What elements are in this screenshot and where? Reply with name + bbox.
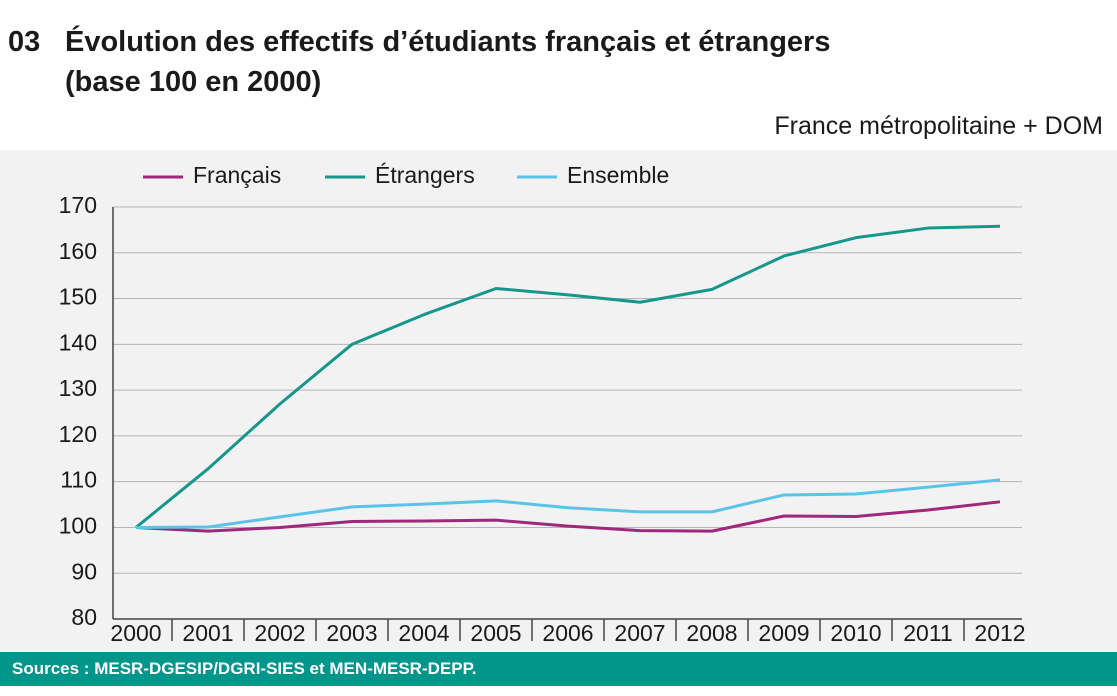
x-tick-label: 2002 — [254, 620, 305, 646]
y-tick-label: 80 — [71, 604, 97, 630]
y-tick-label: 120 — [59, 421, 97, 447]
x-tick-label: 2008 — [686, 620, 737, 646]
y-tick-label: 150 — [59, 284, 97, 310]
y-tick-label: 170 — [59, 192, 97, 218]
footer: Sources : MESR-DGESIP/DGRI-SIES et MEN-M… — [0, 652, 1117, 686]
x-tick-label: 2010 — [830, 620, 881, 646]
x-tick-label: 2011 — [903, 620, 952, 646]
x-tick-label: 2012 — [974, 620, 1025, 646]
x-tick-label: 2004 — [398, 620, 449, 646]
x-tick-label: 2003 — [326, 620, 377, 646]
chart-title: Évolution des effectifs d’étudiants fran… — [65, 26, 831, 58]
chart-number: 03 — [8, 26, 41, 58]
legend-label: Étrangers — [375, 162, 475, 188]
y-tick-label: 160 — [59, 238, 97, 264]
x-tick-label: 2007 — [614, 620, 665, 646]
x-tick-label: 2009 — [758, 620, 809, 646]
y-tick-label: 110 — [60, 467, 97, 493]
x-tick-label: 2006 — [542, 620, 593, 646]
y-tick-label: 90 — [71, 558, 97, 584]
x-tick-label: 2000 — [110, 620, 161, 646]
source: Sources : MESR-DGESIP/DGRI-SIES et MEN-M… — [12, 659, 477, 678]
line-series — [135, 478, 1001, 529]
legend-label: Français — [193, 162, 281, 188]
y-tick-label: 130 — [59, 375, 97, 401]
line-series — [135, 500, 1001, 533]
chart-subtitle: France métropolitaine + DOM — [774, 112, 1103, 140]
chart-title-line2: (base 100 en 2000) — [65, 66, 322, 98]
x-tick-label: 2001 — [182, 620, 233, 646]
line-series — [135, 224, 1001, 529]
x-tick-label: 2005 — [470, 620, 521, 646]
panel — [0, 150, 1117, 652]
legend-label: Ensemble — [567, 162, 669, 188]
y-tick-label: 140 — [59, 329, 97, 355]
y-tick-label: 100 — [59, 513, 97, 539]
